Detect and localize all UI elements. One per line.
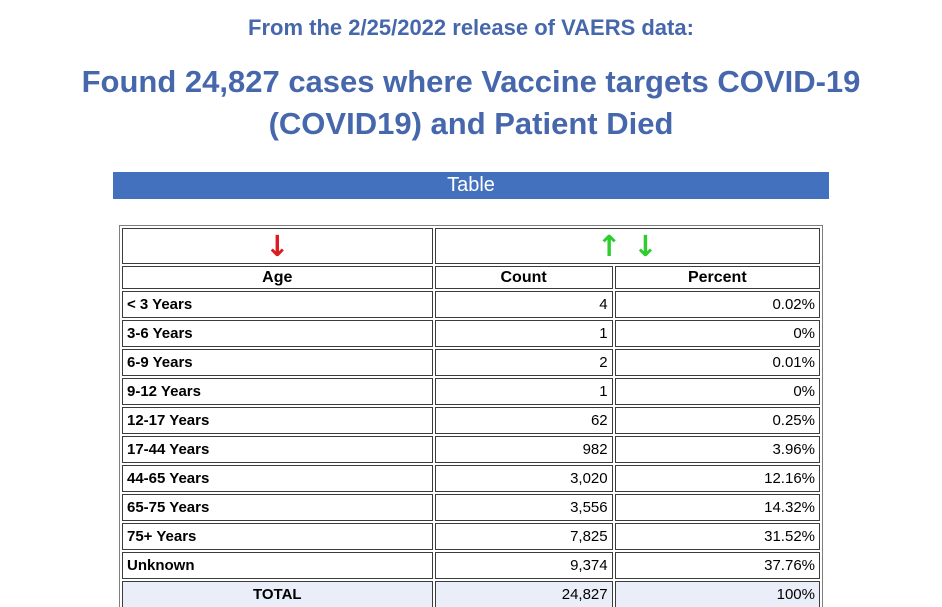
count-cell: 1 [434,378,613,405]
percent-cell: 37.76% [614,552,820,579]
count-sort-descending-icon[interactable]: ↓ [633,229,658,263]
count-cell: 1 [434,320,613,347]
release-line: From the 2/25/2022 release of VAERS data… [248,15,694,40]
total-row: TOTAL 24,827 100% [122,581,820,607]
count-sort-cell: ↑ ↓ [434,228,820,264]
age-cell: 17-44 Years [122,436,433,463]
count-cell: 62 [434,407,613,434]
age-cell: 65-75 Years [122,494,433,521]
count-cell: 7,825 [434,523,613,550]
count-cell: 9,374 [434,552,613,579]
percent-cell: 0% [614,378,820,405]
column-header-row: Age Count Percent [122,266,820,289]
sort-controls-row: ↓ ↑ ↓ [122,228,820,264]
age-sort-descending-icon[interactable]: ↓ [265,229,290,263]
count-sort-ascending-icon[interactable]: ↑ [596,229,622,263]
table-row: 6-9 Years 2 0.01% [122,349,820,376]
total-label-cell: TOTAL [122,581,433,607]
total-percent-cell: 100% [614,581,820,607]
age-cell: 3-6 Years [122,320,433,347]
column-header-percent: Percent [614,266,820,289]
percent-cell: 12.16% [614,465,820,492]
table-row: 75+ Years 7,825 31.52% [122,523,820,550]
column-header-age: Age [122,266,433,289]
table-row: 44-65 Years 3,020 12.16% [122,465,820,492]
percent-cell: 0% [614,320,820,347]
table-row: 9-12 Years 1 0% [122,378,820,405]
percent-cell: 14.32% [614,494,820,521]
count-cell: 4 [434,291,613,318]
total-count-cell: 24,827 [434,581,613,607]
percent-cell: 3.96% [614,436,820,463]
results-table: ↓ ↑ ↓ Age Count Percent < 3 Years 4 0.02%… [119,225,823,607]
age-sort-cell: ↓ [122,228,433,264]
percent-cell: 31.52% [614,523,820,550]
table-section-banner: Table [113,172,829,199]
page-title: Found 24,827 cases where Vaccine targets… [0,61,942,145]
table-row: 12-17 Years 62 0.25% [122,407,820,434]
percent-cell: 0.01% [614,349,820,376]
column-header-count: Count [434,266,613,289]
table-row: Unknown 9,374 37.76% [122,552,820,579]
percent-cell: 0.25% [614,407,820,434]
table-row: < 3 Years 4 0.02% [122,291,820,318]
age-cell: < 3 Years [122,291,433,318]
age-cell: 6-9 Years [122,349,433,376]
page-title-line1: Found 24,827 cases where Vaccine targets… [81,64,861,99]
age-cell: 75+ Years [122,523,433,550]
table-row: 3-6 Years 1 0% [122,320,820,347]
age-cell: 9-12 Years [122,378,433,405]
count-cell: 982 [434,436,613,463]
age-cell: 44-65 Years [122,465,433,492]
count-cell: 3,020 [434,465,613,492]
table-row: 65-75 Years 3,556 14.32% [122,494,820,521]
percent-cell: 0.02% [614,291,820,318]
table-row: 17-44 Years 982 3.96% [122,436,820,463]
count-cell: 3,556 [434,494,613,521]
age-cell: Unknown [122,552,433,579]
age-cell: 12-17 Years [122,407,433,434]
page-title-line2: (COVID19) and Patient Died [268,106,674,141]
count-cell: 2 [434,349,613,376]
